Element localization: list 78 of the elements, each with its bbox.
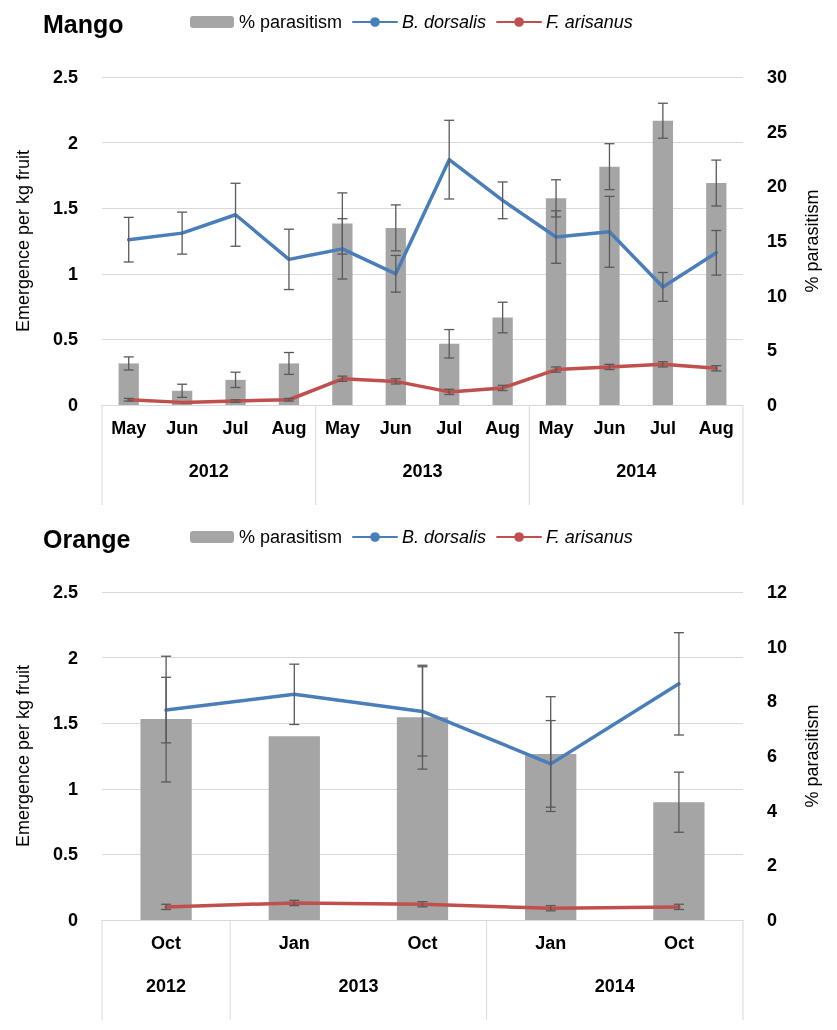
text: 2013 <box>338 976 379 996</box>
bar <box>706 183 727 405</box>
y2-tick-label: 12 <box>767 582 788 602</box>
bar <box>653 802 705 920</box>
y-axis-title: Emergence per kg fruit <box>13 149 33 333</box>
x-tick-label: Aug <box>485 418 521 438</box>
y-tick-label: 0 <box>67 395 78 415</box>
y-tick-label: 0.5 <box>52 329 78 350</box>
y-tick-label: 0.5 <box>52 844 78 865</box>
bar <box>396 717 449 920</box>
y-tick-label: 2.5 <box>52 67 78 87</box>
y2-axis-title: % parasitism <box>802 189 822 293</box>
x-tick-label: Aug <box>698 418 734 438</box>
y-tick-label: 0 <box>67 910 78 930</box>
y-tick-label: 1 <box>67 263 78 284</box>
y-tick-label: 2 <box>67 132 78 153</box>
text: 2012 <box>188 461 229 481</box>
bar <box>332 223 353 405</box>
text: 2014 <box>616 461 657 481</box>
y2-tick-label: 0 <box>767 395 778 415</box>
bar <box>268 736 320 920</box>
y-tick-label: 1.5 <box>52 713 78 734</box>
y2-tick-label: 0 <box>767 910 778 930</box>
line-series <box>126 157 719 289</box>
x-tick-label: Oct <box>407 933 438 953</box>
y2-tick-label: 25 <box>767 121 788 142</box>
y2-tick-label: 15 <box>767 231 788 251</box>
line-series <box>126 362 719 405</box>
bar <box>385 227 406 405</box>
x-tick-label: Jun <box>379 418 412 438</box>
y2-tick-label: 8 <box>767 691 778 712</box>
legend-label: B. dorsalis <box>402 527 487 547</box>
legend-label: F. arisanus <box>546 527 633 547</box>
y2-tick-label: 2 <box>767 855 778 876</box>
bar <box>439 343 460 405</box>
x-tick-label: May <box>111 418 147 438</box>
line-series <box>164 682 681 766</box>
x-tick-label: Jan <box>278 933 310 953</box>
x-tick-label: Jun <box>166 418 199 438</box>
text: 2013 <box>402 461 443 481</box>
y-tick-label: 1.5 <box>52 198 78 219</box>
chart-title: Orange <box>43 524 131 553</box>
legend-label: % parasitism <box>239 12 343 32</box>
y2-tick-label: 5 <box>767 340 778 361</box>
x-tick-label: May <box>324 418 360 438</box>
x-tick-label: Jul <box>436 418 463 438</box>
bar <box>599 166 620 405</box>
y2-tick-label: 10 <box>767 285 788 306</box>
y-tick-label: 2.5 <box>52 582 78 602</box>
x-tick-label: Jun <box>593 418 626 438</box>
bar <box>140 719 192 920</box>
y2-tick-label: 30 <box>767 67 788 87</box>
legend-label: % parasitism <box>239 527 343 547</box>
text: 2012 <box>146 976 187 996</box>
x-tick-label: Jul <box>222 418 249 438</box>
y2-tick-label: 20 <box>767 176 788 197</box>
bar <box>652 120 674 405</box>
legend-label: B. dorsalis <box>402 12 487 32</box>
x-tick-label: Jan <box>535 933 567 953</box>
y2-tick-label: 6 <box>767 746 778 766</box>
x-tick-label: May <box>538 418 574 438</box>
x-tick-label: Oct <box>663 933 694 953</box>
bar <box>118 363 139 405</box>
text: 2014 <box>594 976 635 996</box>
bar <box>545 198 567 405</box>
y2-tick-label: 10 <box>767 636 788 657</box>
bar <box>492 317 513 405</box>
legend-label: F. arisanus <box>546 12 633 32</box>
y-axis-title: Emergence per kg fruit <box>13 664 33 848</box>
y-tick-label: 1 <box>67 778 78 799</box>
y-tick-label: 2 <box>67 647 78 668</box>
x-tick-label: Oct <box>151 933 182 953</box>
chart-title: Mango <box>43 9 124 38</box>
bar <box>525 754 577 920</box>
y2-axis-title: % parasitism <box>802 704 822 808</box>
y2-tick-label: 4 <box>767 800 778 821</box>
x-tick-label: Jul <box>649 418 676 438</box>
x-tick-label: Aug <box>271 418 307 438</box>
